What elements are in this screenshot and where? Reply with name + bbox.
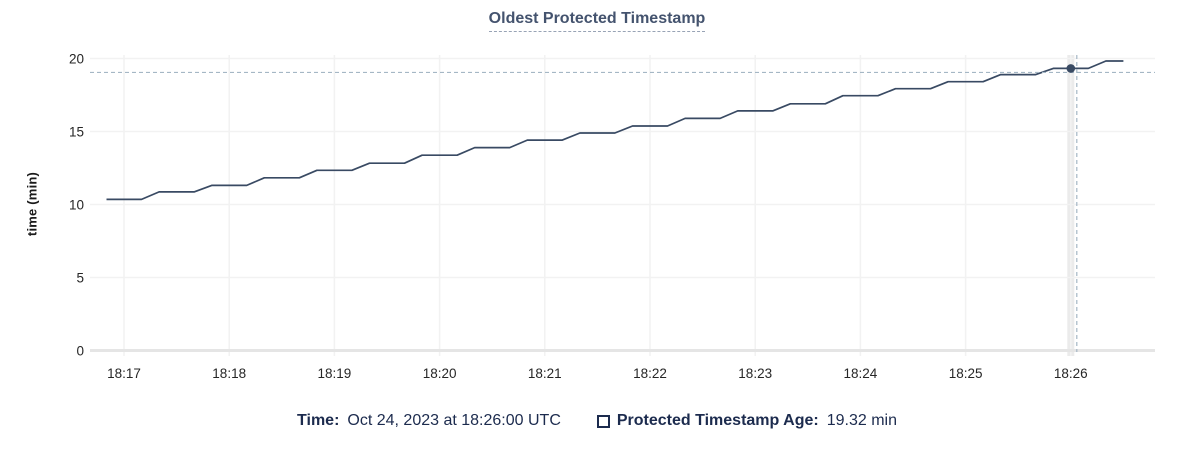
y-tick-label: 0 [76, 343, 84, 358]
series-swatch-icon [596, 414, 610, 428]
y-tick-label: 10 [69, 197, 84, 212]
x-tick-label: 18:21 [528, 366, 562, 381]
legend-series-label: Protected Timestamp Age: [616, 412, 819, 429]
legend-series-value: 19.32 min [826, 412, 897, 429]
x-tick-label: 18:26 [1054, 366, 1088, 381]
x-tick-label: 18:17 [107, 366, 141, 381]
x-tick-label: 18:18 [212, 366, 246, 381]
x-tick-label: 18:25 [949, 366, 983, 381]
legend-series-toggle[interactable]: Protected Timestamp Age: 19.32 min [596, 412, 897, 430]
chart-area: 18:17 18:18 18:19 18:20 18:21 18:22 18:23 18:24… [0, 0, 1194, 400]
chart-legend: Time: Oct 24, 2023 at 18:26:00 UTC Prote… [0, 412, 1194, 430]
y-tick-label: 5 [76, 270, 84, 285]
y-tick-label: 15 [69, 124, 84, 139]
x-tick-label: 18:22 [633, 366, 667, 381]
hover-point-dot [1066, 64, 1076, 73]
series-line [106, 60, 1124, 201]
x-tick-label: 18:19 [318, 366, 352, 381]
chart-title-row: Oldest Protected Timestamp [0, 10, 1194, 32]
legend-time-readout: Time: Oct 24, 2023 at 18:26:00 UTC [297, 412, 561, 430]
x-tick-label: 18:24 [844, 366, 878, 381]
x-tick-label: 18:20 [423, 366, 457, 381]
y-tick-label: 20 [69, 51, 84, 66]
chart-canvas[interactable]: 18:17 18:18 18:19 18:20 18:21 18:22 18:23 18:24… [0, 0, 1194, 400]
legend-time-value: Oct 24, 2023 at 18:26:00 UTC [347, 412, 561, 429]
x-tick-label: 18:23 [738, 366, 772, 381]
chart-title[interactable]: Oldest Protected Timestamp [488, 10, 706, 32]
y-axis-title: time (min) [24, 171, 40, 237]
legend-time-label: Time: [297, 412, 340, 429]
